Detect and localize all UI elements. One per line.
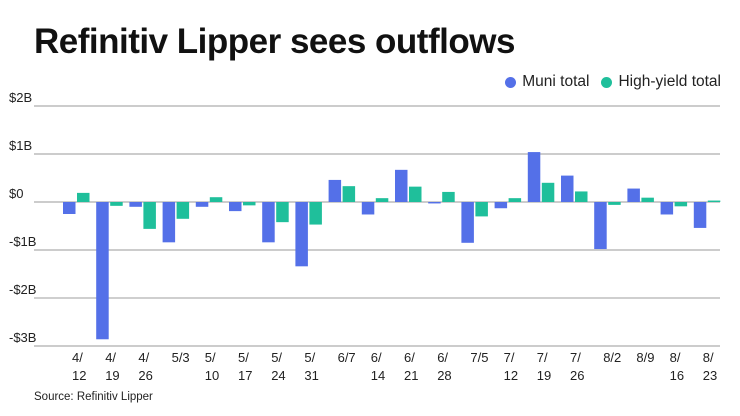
x-axis-ticks: 4/12 4/19 4/26 5/3 5/10 5/17 5/24 5/31 6/7 6/14 6/… xyxy=(72,350,717,383)
x-tick-label: 8/9 xyxy=(636,350,654,365)
bar-muni-7-26 xyxy=(561,175,574,202)
x-tick-label-line2: 26 xyxy=(138,368,152,383)
bar-muni-5-10 xyxy=(195,202,209,207)
source-note: Source: Refinitiv Lipper xyxy=(34,391,153,403)
x-tick-label: 6/ xyxy=(371,350,382,365)
y-tick-label: -$3B xyxy=(9,330,36,345)
x-tick-label: 7/5 xyxy=(470,350,488,365)
x-tick-label: 6/ xyxy=(437,350,448,365)
x-tick-label: 4/ xyxy=(105,350,116,365)
y-tick-label: $1B xyxy=(9,138,32,153)
x-tick-label: 5/3 xyxy=(172,350,190,365)
bar-high-yield-4-19 xyxy=(110,202,123,206)
legend-item-high-yield: High-yield total xyxy=(601,73,721,91)
bar-high-yield-5-10 xyxy=(209,197,223,202)
bar-high-yield-6-28 xyxy=(442,191,455,202)
x-tick-label-line2: 16 xyxy=(670,368,684,383)
legend-item-muni: Muni total xyxy=(505,73,589,91)
x-tick-label: 6/ xyxy=(404,350,415,365)
gridlines xyxy=(34,105,720,347)
bar-high-yield-5-31 xyxy=(309,202,322,225)
bar-high-yield-4-12 xyxy=(77,192,90,202)
bar-muni-6-28 xyxy=(428,202,441,204)
x-tick-label: 4/ xyxy=(138,350,149,365)
bar-muni-6-7 xyxy=(328,179,342,202)
x-tick-label-line2: 14 xyxy=(371,368,385,383)
bar-high-yield-8-2 xyxy=(608,202,621,205)
x-tick-label: 8/ xyxy=(703,350,714,365)
bar-muni-4-12 xyxy=(63,202,76,214)
bar-muni-6-14 xyxy=(361,202,375,215)
bars xyxy=(63,152,721,340)
bar-muni-8-9 xyxy=(627,188,640,202)
legend: Muni total High-yield total xyxy=(493,73,721,91)
bar-muni-8-2 xyxy=(594,202,607,250)
x-tick-label: 7/ xyxy=(537,350,548,365)
bar-muni-8-16 xyxy=(660,202,674,215)
bar-high-yield-5-3 xyxy=(176,202,190,219)
x-tick-label: 5/ xyxy=(205,350,216,365)
bar-muni-6-21 xyxy=(395,169,408,202)
legend-label-high-yield: High-yield total xyxy=(618,73,721,90)
x-tick-label: 4/ xyxy=(72,350,83,365)
x-tick-label-line2: 26 xyxy=(570,368,584,383)
bar-muni-7-5 xyxy=(461,202,474,243)
x-tick-label-line2: 17 xyxy=(238,368,252,383)
bar-muni-5-31 xyxy=(295,202,308,267)
legend-label-muni: Muni total xyxy=(522,73,590,90)
bar-high-yield-7-26 xyxy=(575,191,588,202)
x-tick-label-line2: 31 xyxy=(304,368,318,383)
x-tick-label: 7/ xyxy=(504,350,515,365)
bar-high-yield-7-5 xyxy=(475,202,488,217)
bar-muni-5-24 xyxy=(262,202,275,243)
bar-muni-7-19 xyxy=(527,152,541,202)
bar-high-yield-8-16 xyxy=(674,202,688,207)
bar-high-yield-7-19 xyxy=(541,182,555,202)
x-tick-label-line2: 12 xyxy=(72,368,86,383)
x-tick-label-line2: 24 xyxy=(271,368,285,383)
x-tick-label: 8/2 xyxy=(603,350,621,365)
y-tick-label: -$1B xyxy=(9,234,36,249)
bar-muni-5-3 xyxy=(162,202,176,243)
y-tick-label: -$2B xyxy=(9,282,36,297)
legend-swatch-high-yield xyxy=(601,76,613,88)
x-tick-label-line2: 21 xyxy=(404,368,418,383)
bar-high-yield-6-21 xyxy=(409,186,422,202)
chart-title: Refinitiv Lipper sees outflows xyxy=(34,22,515,61)
x-tick-label-line2: 28 xyxy=(437,368,451,383)
bar-high-yield-8-23 xyxy=(707,200,721,202)
bar-muni-5-17 xyxy=(229,202,242,212)
bar-muni-8-23 xyxy=(693,202,707,228)
y-tick-label: $0 xyxy=(9,186,23,201)
bar-high-yield-7-12 xyxy=(508,198,522,202)
x-tick-label: 6/7 xyxy=(338,350,356,365)
x-tick-label: 7/ xyxy=(570,350,581,365)
x-tick-label-line2: 23 xyxy=(703,368,717,383)
bar-high-yield-5-24 xyxy=(276,202,289,223)
x-tick-label-line2: 10 xyxy=(205,368,219,383)
bar-high-yield-6-14 xyxy=(375,198,389,202)
x-tick-label: 5/ xyxy=(238,350,249,365)
bar-muni-4-19 xyxy=(96,202,109,340)
bar-muni-4-26 xyxy=(129,202,142,207)
x-tick-label: 5/ xyxy=(304,350,315,365)
bar-high-yield-6-7 xyxy=(342,186,356,202)
x-tick-label: 5/ xyxy=(271,350,282,365)
x-tick-label-line2: 19 xyxy=(537,368,551,383)
x-tick-label-line2: 12 xyxy=(504,368,518,383)
bar-high-yield-5-17 xyxy=(243,202,256,206)
x-tick-label-line2: 19 xyxy=(105,368,119,383)
y-tick-label: $2B xyxy=(9,90,32,105)
bar-high-yield-8-9 xyxy=(641,197,654,202)
legend-swatch-muni xyxy=(505,76,517,88)
bar-muni-7-12 xyxy=(494,202,508,209)
bar-high-yield-4-26 xyxy=(143,202,156,229)
x-tick-label: 8/ xyxy=(670,350,681,365)
y-axis-ticks: $2B $1B $0 -$1B -$2B -$3B xyxy=(9,90,36,345)
